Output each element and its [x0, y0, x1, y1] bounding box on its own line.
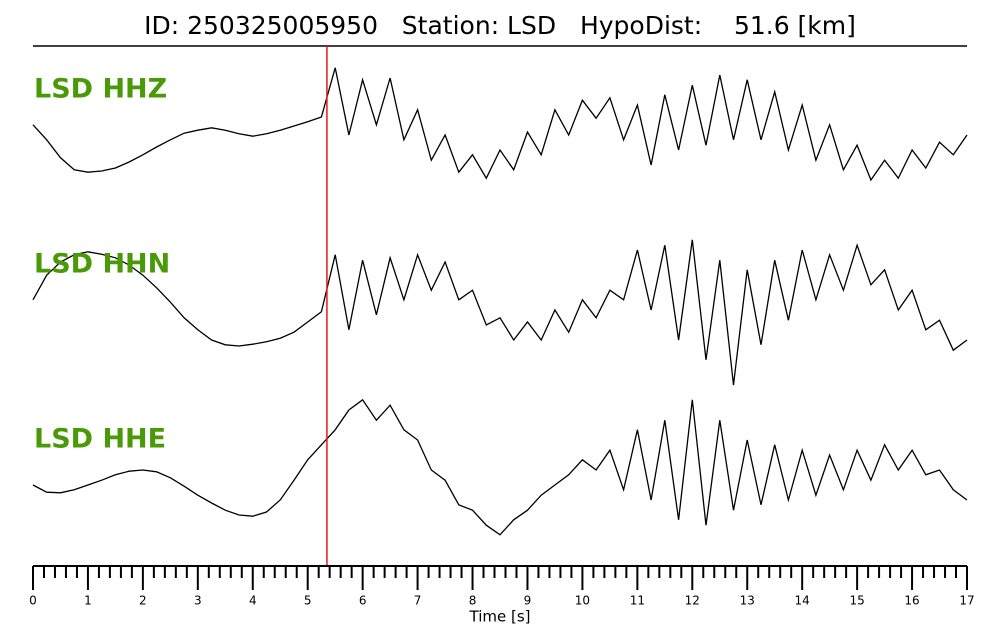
x-axis-label: Time [s] [469, 608, 531, 626]
chart-title: ID: 250325005950 Station: LSD HypoDist: … [144, 11, 856, 40]
waveform [32, 67, 968, 182]
trace-label: LSD HHE [34, 424, 166, 455]
x-tick-label: 15 [849, 594, 864, 608]
x-tick-label: 6 [359, 594, 367, 608]
waveform [32, 239, 968, 386]
x-tick-label: 4 [249, 594, 257, 608]
x-tick-label: 0 [29, 594, 37, 608]
x-tick-label: 12 [685, 594, 700, 608]
x-tick-label: 17 [959, 594, 974, 608]
x-tick-label: 16 [904, 594, 919, 608]
waveform [32, 398, 968, 536]
trace-label: LSD HHZ [34, 74, 167, 105]
x-tick-label: 10 [575, 594, 590, 608]
x-tick-label: 5 [304, 594, 312, 608]
x-tick-label: 7 [414, 594, 422, 608]
x-tick-label: 2 [139, 594, 147, 608]
x-tick-label: 14 [795, 594, 810, 608]
x-tick-label: 3 [194, 594, 202, 608]
x-tick-label: 9 [524, 594, 532, 608]
x-tick-label: 11 [630, 594, 645, 608]
x-tick-label: 1 [84, 594, 92, 608]
x-tick-label: 8 [469, 594, 477, 608]
x-tick-label: 13 [740, 594, 755, 608]
trace-label: LSD HHN [34, 249, 170, 280]
